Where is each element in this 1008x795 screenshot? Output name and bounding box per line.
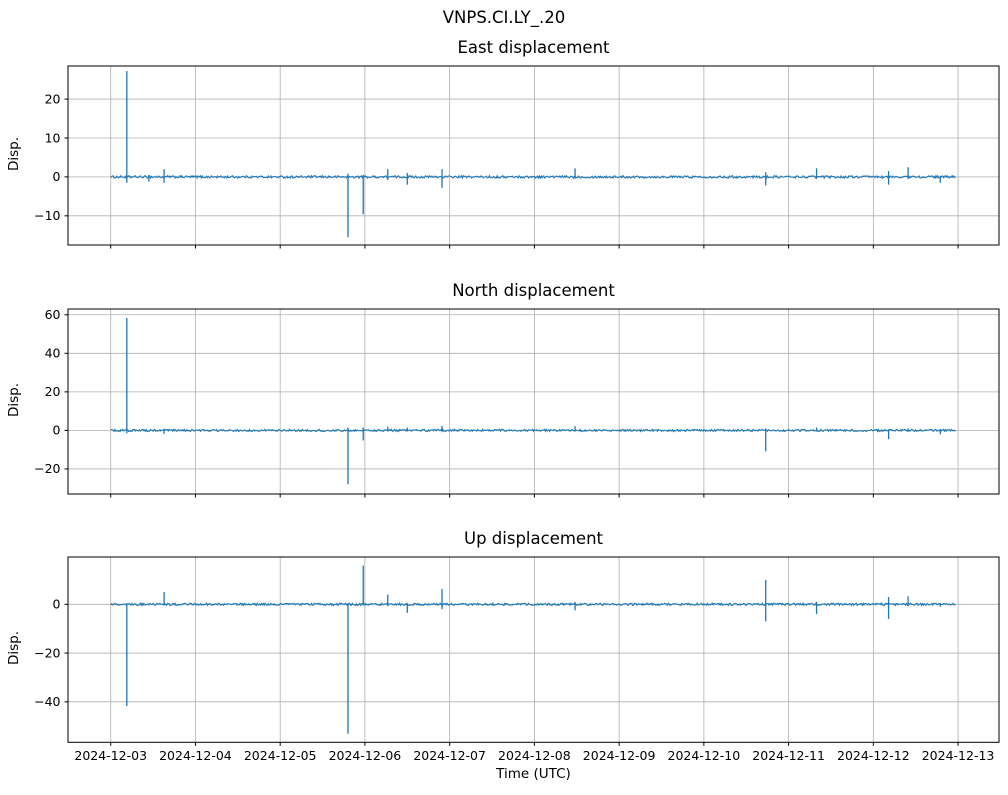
y-tick-label: −40: [34, 694, 60, 709]
x-axis-label: Time (UTC): [496, 766, 571, 782]
subplot-title-north: North displacement: [452, 281, 615, 300]
subplot-title-east: East displacement: [457, 38, 610, 57]
x-tick-label: 2024-12-06: [329, 748, 402, 763]
y-tick-label: 0: [53, 169, 61, 184]
y-tick-label: 60: [45, 307, 61, 322]
subplot-title-up: Up displacement: [464, 529, 603, 548]
subplot-up: −40 −20 0 2024-12-03 2024-12-04 2024-12-05 202…: [34, 556, 1000, 763]
y-axis-label-north: Disp.: [6, 383, 22, 418]
axes-frame: [67, 65, 1000, 246]
axes-frame: [67, 308, 1000, 495]
y-tick-label: 20: [45, 91, 61, 106]
x-tick-label: 2024-12-13: [922, 748, 995, 763]
x-tick-label: 2024-12-03: [74, 748, 147, 763]
subplot-east: −10 0 10 20: [34, 65, 1000, 249]
series-baseline-north: [110, 428, 956, 433]
y-tick-label: −20: [34, 645, 60, 660]
x-tick-label: 2024-12-09: [583, 748, 656, 763]
y-axis-label-east: Disp.: [6, 137, 22, 172]
series-baseline-up: [110, 601, 956, 607]
y-tick-label: −10: [34, 208, 60, 223]
x-tick-label: 2024-12-05: [244, 748, 317, 763]
x-tick-label: 2024-12-12: [837, 748, 910, 763]
x-tick-label: 2024-12-08: [498, 748, 571, 763]
x-tick-label: 2024-12-11: [752, 748, 825, 763]
subplot-north: −20 0 20 40 60: [34, 307, 1000, 498]
y-tick-label: 0: [53, 597, 61, 612]
y-tick-label: 10: [45, 130, 61, 145]
x-tick-label: 2024-12-10: [668, 748, 741, 763]
y-tick-label: −20: [34, 461, 60, 476]
y-tick-label: 0: [53, 423, 61, 438]
series-baseline-east: [110, 174, 956, 180]
y-tick-label: 20: [45, 384, 61, 399]
axes-frame: [67, 556, 1000, 743]
x-tick-label: 2024-12-04: [159, 748, 232, 763]
y-tick-label: 40: [45, 346, 61, 361]
y-axis-label-up: Disp.: [6, 631, 22, 666]
figure-title: VNPS.CI.LY_.20: [442, 8, 566, 27]
x-tick-label: 2024-12-07: [413, 748, 486, 763]
